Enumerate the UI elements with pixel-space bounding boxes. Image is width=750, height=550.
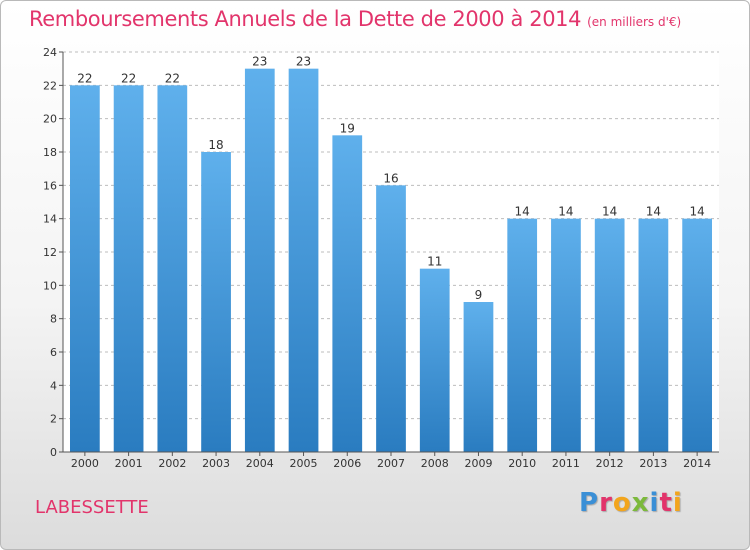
chart-title: Remboursements Annuels de la Dette de 20… bbox=[29, 7, 681, 31]
x-tick-label: 2009 bbox=[464, 457, 492, 470]
data-label: 9 bbox=[475, 288, 483, 302]
data-label: 19 bbox=[340, 121, 355, 135]
data-label: 22 bbox=[77, 71, 92, 85]
data-label: 14 bbox=[689, 205, 704, 219]
x-tick-label: 2011 bbox=[552, 457, 580, 470]
x-tick-label: 2004 bbox=[246, 457, 274, 470]
y-tick-label: 22 bbox=[43, 79, 57, 92]
x-tick-label: 2008 bbox=[421, 457, 449, 470]
chart-subtitle: (en milliers d'€) bbox=[587, 15, 682, 29]
data-label: 23 bbox=[296, 55, 311, 69]
x-tick-label: 2006 bbox=[333, 457, 361, 470]
commune-name: LABESSETTE bbox=[35, 497, 149, 518]
x-tick-label: 2007 bbox=[377, 457, 405, 470]
data-label: 22 bbox=[165, 71, 180, 85]
y-tick-label: 18 bbox=[43, 146, 57, 159]
x-tick-label: 2013 bbox=[639, 457, 667, 470]
chart-title-text: Remboursements Annuels de la Dette de 20… bbox=[29, 7, 582, 31]
x-tick-label: 2001 bbox=[115, 457, 143, 470]
y-tick-label: 24 bbox=[43, 46, 57, 59]
data-label: 14 bbox=[515, 205, 530, 219]
x-tick-label: 2014 bbox=[683, 457, 711, 470]
x-tick-label: 2010 bbox=[508, 457, 536, 470]
y-tick-label: 20 bbox=[43, 113, 57, 126]
bar bbox=[682, 218, 713, 452]
x-tick-label: 2012 bbox=[596, 457, 624, 470]
x-tick-label: 2002 bbox=[158, 457, 186, 470]
proxiti-logo[interactable]: Proxiti bbox=[579, 488, 683, 518]
y-tick-label: 12 bbox=[43, 246, 57, 259]
bar bbox=[244, 68, 275, 453]
data-label: 14 bbox=[558, 205, 573, 219]
bar bbox=[463, 302, 494, 452]
bar bbox=[638, 218, 669, 452]
data-label: 14 bbox=[602, 205, 617, 219]
y-tick-label: 4 bbox=[50, 379, 57, 392]
bar bbox=[551, 218, 581, 452]
bar bbox=[507, 218, 538, 452]
logo-letter: i bbox=[672, 488, 683, 518]
x-tick-label: 2003 bbox=[202, 457, 230, 470]
logo-letter: t bbox=[659, 488, 673, 518]
y-tick-label: 16 bbox=[43, 179, 57, 192]
x-tick-label: 2000 bbox=[71, 457, 99, 470]
bar bbox=[376, 185, 406, 453]
y-tick-label: 0 bbox=[50, 446, 57, 459]
logo-letter: P bbox=[579, 488, 600, 518]
bar bbox=[157, 85, 188, 452]
y-tick-label: 8 bbox=[50, 313, 57, 326]
bar bbox=[113, 85, 144, 452]
y-tick-label: 2 bbox=[50, 413, 57, 426]
bar bbox=[419, 268, 450, 452]
data-label: 11 bbox=[427, 255, 442, 269]
data-label: 14 bbox=[646, 205, 661, 219]
logo-letter: o bbox=[612, 488, 632, 518]
y-tick-label: 14 bbox=[43, 213, 57, 226]
data-label: 18 bbox=[208, 138, 223, 152]
logo-letter: x bbox=[631, 488, 650, 518]
bar bbox=[201, 152, 231, 452]
y-tick-label: 6 bbox=[50, 346, 57, 359]
data-label: 22 bbox=[121, 71, 136, 85]
x-tick-label: 2005 bbox=[290, 457, 318, 470]
logo-letter: i bbox=[649, 488, 660, 518]
logo-letter: r bbox=[599, 488, 613, 518]
bars: 22 22 22 18 23 23 19 16 11 9 14 14 14 14 14 bbox=[69, 55, 713, 453]
y-tick-label: 10 bbox=[43, 279, 57, 292]
data-label: 23 bbox=[252, 55, 267, 69]
bar bbox=[594, 218, 625, 452]
bar bbox=[69, 85, 100, 452]
data-label: 16 bbox=[383, 171, 398, 185]
bar bbox=[332, 135, 363, 453]
bar bbox=[288, 68, 319, 453]
